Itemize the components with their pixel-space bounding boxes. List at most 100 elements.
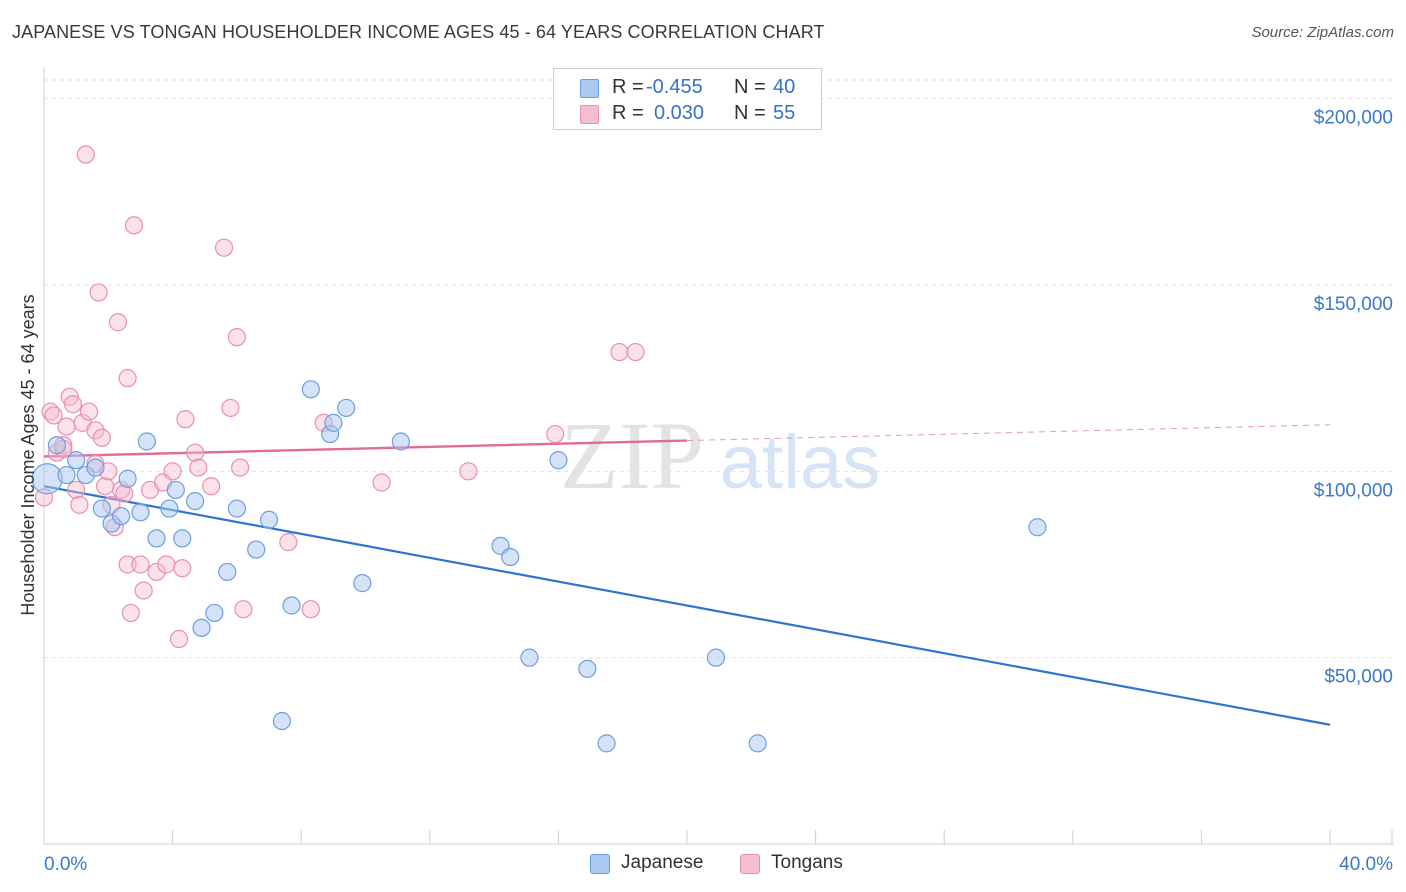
tongans-point xyxy=(76,145,95,164)
tongans-point xyxy=(227,328,246,347)
japanese-point xyxy=(118,469,137,488)
tongans-point xyxy=(67,480,86,500)
japanese-point xyxy=(282,596,301,615)
legend-r-label: R = xyxy=(612,102,644,124)
legend-n-label: N = xyxy=(734,76,766,98)
japanese-point xyxy=(578,659,597,678)
japanese-point xyxy=(137,432,156,451)
tongans-point xyxy=(610,342,629,362)
tongans-trendline xyxy=(43,439,688,458)
japanese-legend-label: Japanese xyxy=(621,852,704,873)
tongans-points xyxy=(34,145,645,649)
japanese-trendline xyxy=(43,485,1331,726)
tongans-point xyxy=(157,555,176,574)
japanese-point xyxy=(520,648,539,667)
y-tick-label: $100,000 xyxy=(1314,480,1393,501)
tongans-legend-swatch xyxy=(740,854,760,874)
y-tick-label: $200,000 xyxy=(1314,108,1393,129)
tongans-point xyxy=(89,283,108,302)
japanese-point xyxy=(47,436,66,455)
tongans-point xyxy=(92,428,111,447)
tongans-point xyxy=(131,555,150,574)
tongans-point xyxy=(189,458,208,477)
japanese-point xyxy=(112,506,131,526)
grid-lines xyxy=(44,79,1394,659)
japanese-point xyxy=(67,451,86,470)
watermark: ZIP atlas xyxy=(560,402,880,509)
japanese-point xyxy=(173,529,192,548)
japanese-point xyxy=(218,562,237,582)
watermark-atlas: atlas xyxy=(720,420,881,505)
legend-r-label: R = xyxy=(612,76,644,98)
y-tick-label: $150,000 xyxy=(1314,294,1393,315)
japanese-point xyxy=(301,380,320,399)
japanese-point xyxy=(549,451,568,470)
japanese-point xyxy=(92,499,111,518)
japanese-n-value: 40 xyxy=(773,76,796,98)
tongans-trendline-extension xyxy=(686,424,1331,442)
x-tick-label-min: 0.0% xyxy=(44,854,87,875)
japanese-point xyxy=(324,413,343,432)
tongans-point xyxy=(169,629,189,649)
japanese-point xyxy=(259,510,279,529)
japanese-legend-swatch xyxy=(590,854,610,874)
y-axis-label: Householder Income Ages 45 - 64 years xyxy=(18,294,38,615)
tongans-point xyxy=(118,555,137,574)
tongans-point xyxy=(279,533,298,552)
tongans-point xyxy=(147,562,166,582)
japanese-swatch xyxy=(580,79,599,98)
tongans-legend-label: Tongans xyxy=(771,852,843,873)
japanese-point xyxy=(186,492,205,511)
tongans-point xyxy=(626,342,645,362)
japanese-point xyxy=(501,547,520,567)
japanese-point xyxy=(147,529,166,548)
tongans-point xyxy=(202,477,221,496)
japanese-point xyxy=(272,711,292,731)
tongans-point xyxy=(57,417,76,436)
tongans-point xyxy=(115,484,134,503)
japanese-point xyxy=(706,648,726,667)
trendlines xyxy=(43,424,1331,726)
japanese-point xyxy=(748,734,767,753)
japanese-point xyxy=(353,574,372,593)
tongans-point xyxy=(63,395,83,414)
japanese-point xyxy=(160,499,179,518)
y-tick-label: $50,000 xyxy=(1324,667,1393,688)
japanese-point xyxy=(205,603,224,623)
japanese-points xyxy=(31,380,1047,753)
tongans-point xyxy=(221,398,240,418)
japanese-point xyxy=(131,503,150,522)
japanese-r-value: -0.455 xyxy=(646,76,703,98)
tongans-swatch xyxy=(580,105,599,124)
tongans-point xyxy=(546,424,565,444)
tongans-point xyxy=(459,462,478,481)
japanese-point xyxy=(337,398,356,418)
tongans-point xyxy=(44,406,63,425)
japanese-point xyxy=(1028,518,1047,537)
japanese-point xyxy=(597,734,616,753)
japanese-point xyxy=(227,499,246,518)
tongans-point xyxy=(173,559,192,578)
japanese-point xyxy=(391,432,410,451)
japanese-point xyxy=(247,540,266,559)
tongans-point xyxy=(70,495,89,514)
source-label: Source: ZipAtlas.com xyxy=(1251,24,1394,41)
japanese-point xyxy=(192,618,211,637)
japanese-point xyxy=(166,480,185,500)
japanese-point xyxy=(57,465,76,485)
tongans-point xyxy=(124,216,144,235)
tongans-point xyxy=(86,421,105,440)
tongans-point xyxy=(79,402,99,421)
tongans-r-value: 0.030 xyxy=(654,102,705,124)
tongans-point xyxy=(231,458,250,477)
tongans-point xyxy=(134,581,153,600)
tongans-point xyxy=(234,600,253,619)
tongans-point xyxy=(118,369,137,388)
x-tick-label-max: 40.0% xyxy=(1339,854,1393,875)
tongans-point xyxy=(108,313,128,332)
tongans-point xyxy=(214,238,234,257)
legend-n-label: N = xyxy=(734,102,766,124)
tongans-point xyxy=(372,473,391,492)
chart-title: JAPANESE VS TONGAN HOUSEHOLDER INCOME AG… xyxy=(12,22,825,42)
